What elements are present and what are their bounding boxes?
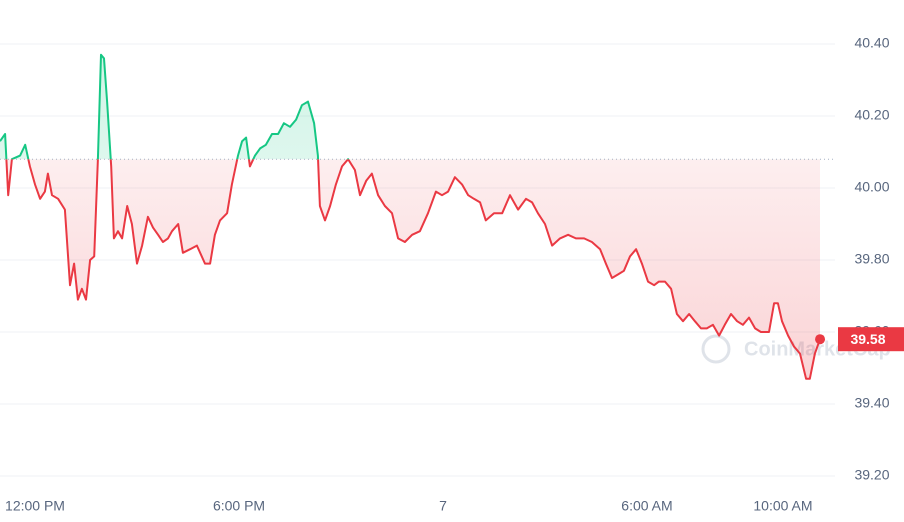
x-tick-label: 12:00 PM xyxy=(5,498,65,514)
price-line xyxy=(5,159,821,380)
price-line-above xyxy=(0,53,350,160)
y-tick-label: 40.00 xyxy=(854,179,889,195)
x-tick-label: 6:00 PM xyxy=(213,498,265,514)
watermark-logo xyxy=(701,334,731,364)
price-tag xyxy=(838,327,904,352)
area-below xyxy=(0,159,820,379)
y-tick-label: 39.20 xyxy=(854,467,889,483)
y-tick-label: 40.40 xyxy=(854,35,889,51)
area-above xyxy=(0,54,319,160)
x-tick-label: 6:00 AM xyxy=(621,498,672,514)
x-tick-label: 7 xyxy=(439,498,447,514)
y-tick-label: 39.40 xyxy=(854,395,889,411)
price-tag-label: 39.58 xyxy=(850,331,885,347)
last-point xyxy=(815,334,826,345)
y-tick-label: 39.80 xyxy=(854,251,889,267)
x-tick-label: 10:00 AM xyxy=(753,498,812,514)
y-tick-label: 40.20 xyxy=(854,107,889,123)
